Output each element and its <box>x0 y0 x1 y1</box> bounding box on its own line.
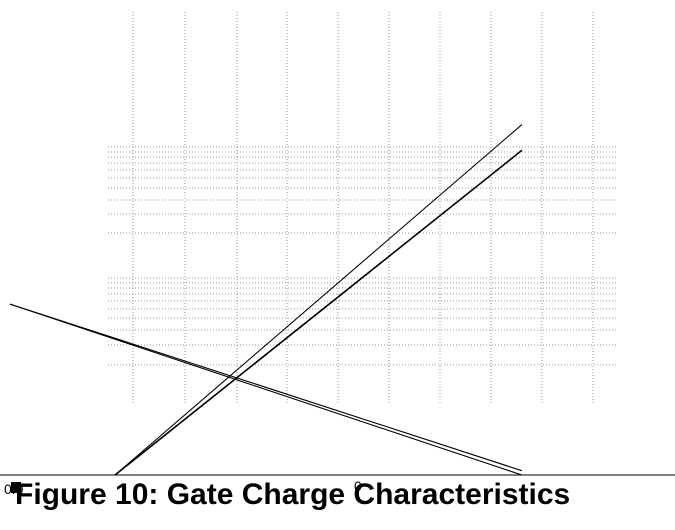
grid-layer <box>108 12 617 405</box>
series-line-2 <box>9 303 523 472</box>
figure-caption: Figure 10: Gate Charge Characteristics <box>15 478 571 511</box>
series-layer <box>9 124 523 476</box>
x-tick-label-left: 0.0 <box>4 481 24 497</box>
x-tick-label-center: 0 <box>354 478 362 494</box>
axis-label-marker <box>11 482 21 493</box>
series-line-3 <box>114 124 523 476</box>
series-line-1 <box>9 303 523 476</box>
series-line-4 <box>114 149 523 476</box>
